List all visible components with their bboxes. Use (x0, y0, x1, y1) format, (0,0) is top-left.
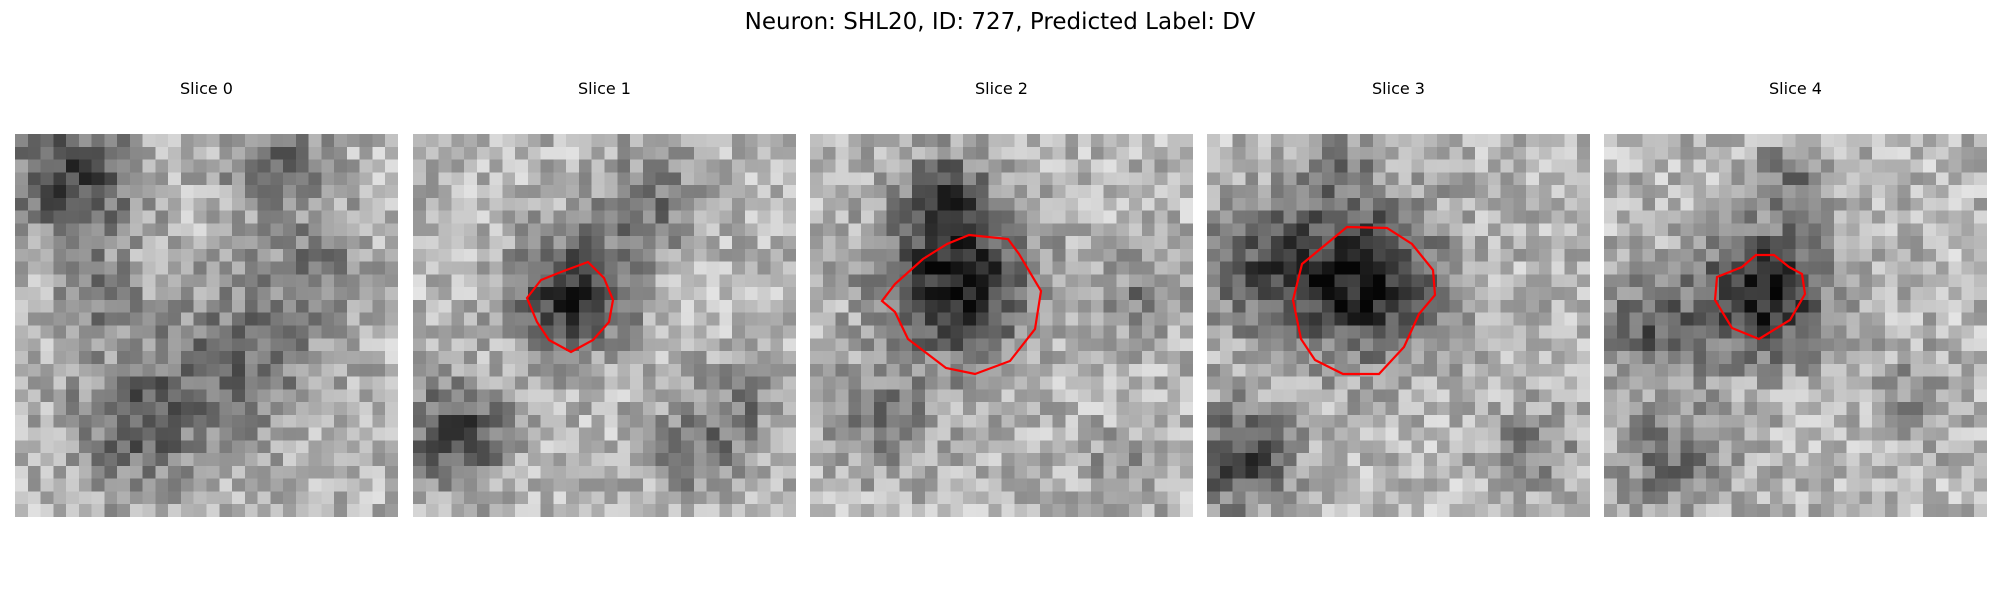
slice-title: Slice 3 (1372, 79, 1425, 98)
slice-image (15, 134, 398, 517)
slice-image (810, 134, 1193, 517)
slice-image (1604, 134, 1987, 517)
contour-outline (525, 260, 615, 354)
segmentation-contour (525, 260, 615, 354)
figure-title: Neuron: SHL20, ID: 727, Predicted Label:… (744, 9, 1256, 35)
segmentation-contour (880, 233, 1043, 376)
slice-title: Slice 2 (975, 79, 1028, 98)
slice-title: Slice 1 (578, 79, 631, 98)
contour-outline (1713, 253, 1807, 341)
slice-title: Slice 0 (180, 79, 233, 98)
segmentation-contour (1713, 253, 1807, 341)
slice-title: Slice 4 (1769, 79, 1822, 98)
contour-outline (1291, 225, 1437, 376)
contour-outline (880, 233, 1043, 376)
slice-image (1207, 134, 1590, 517)
segmentation-contour (1291, 225, 1437, 376)
